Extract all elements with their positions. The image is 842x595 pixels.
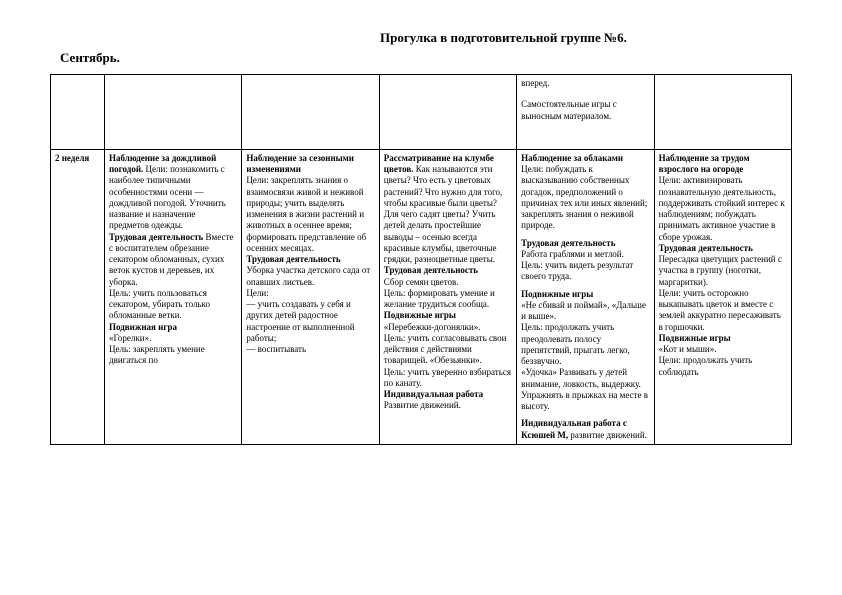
- cell-r2c4: Наблюдение за облаками Цели: побуждать к…: [517, 149, 654, 444]
- cell-prev-5: [654, 75, 791, 150]
- text: Цели: закреплять знания о взаимосвязи жи…: [246, 175, 374, 254]
- text: Цель: продолжать учить преодолевать поло…: [521, 322, 649, 367]
- text: «Перебежки-догонялки».: [384, 322, 512, 333]
- cell-r2c3: Рассматривание на клумбе цветов. Как наз…: [379, 149, 516, 444]
- text: Развитие движений.: [384, 400, 512, 411]
- text: Работа граблями и метлой.: [521, 249, 649, 260]
- table-row: 2 неделя Наблюдение за дождливой погодой…: [51, 149, 792, 444]
- heading: Подвижная игра: [109, 322, 237, 333]
- heading: Подвижные игры: [521, 289, 649, 300]
- text: Цели: активизировать познавательную деят…: [659, 175, 787, 243]
- cell-week-prev: [51, 75, 105, 150]
- heading: Индивидуальная работа с Ксюшей М, развит…: [521, 418, 649, 441]
- cell-r2c1: Наблюдение за дождливой погодой. Цели: п…: [105, 149, 242, 444]
- heading: Наблюдение за облаками: [521, 153, 649, 164]
- cell-r2c5: Наблюдение за трудом взрослого на огород…: [654, 149, 791, 444]
- heading: Подвижные игры: [384, 310, 512, 321]
- heading: Трудовая деятельность: [521, 238, 649, 249]
- text: Цель: учить видеть результат своего труд…: [521, 260, 649, 283]
- text: Цели:: [246, 288, 374, 299]
- text: Трудовая деятельность Вместе с воспитате…: [109, 232, 237, 288]
- text: Уборка участка детского сада от опавших …: [246, 265, 374, 288]
- text: вперед.: [521, 78, 649, 89]
- text: Как называются эти цветы? Что есть у цве…: [384, 164, 503, 264]
- text: — учить создавать у себя и других детей …: [246, 299, 374, 344]
- text: Цели: учить осторожно выкапывать цветок …: [659, 288, 787, 333]
- cell-prev-1: [105, 75, 242, 150]
- heading: Подвижные игры: [659, 333, 787, 344]
- text: «Не сбивай и поймай», «Дальше и выше».: [521, 300, 649, 323]
- text: Сбор семян цветов.: [384, 277, 512, 288]
- cell-prev-3: [379, 75, 516, 150]
- heading: Индивидуальная работа: [384, 389, 512, 400]
- text: Цель: формировать умение и желание труди…: [384, 288, 512, 311]
- text: Цель: учить уверенно взбираться по канат…: [384, 367, 512, 390]
- text: Пересадка цветущих растений с участка в …: [659, 254, 787, 288]
- heading: Трудовая деятельность: [384, 265, 512, 276]
- text: Самостоятельные игры с выносным материал…: [521, 99, 649, 122]
- text: Цель: учить пользоваться секатором, убир…: [109, 288, 237, 322]
- text: «Удочка» Развивать у детей внимание, лов…: [521, 367, 649, 412]
- cell-week-label: 2 неделя: [51, 149, 105, 444]
- cell-r2c2: Наблюдение за сезонными изменениями Цели…: [242, 149, 379, 444]
- text: Цели: побуждать к высказыванию собственн…: [521, 164, 649, 232]
- heading: Трудовая деятельность: [659, 243, 787, 254]
- cell-prev-4: вперед. Самостоятельные игры с выносным …: [517, 75, 654, 150]
- heading: Трудовая деятельность: [246, 254, 374, 265]
- page-title: Прогулка в подготовительной группе №6.: [50, 30, 792, 46]
- text: «Горелки».: [109, 333, 237, 344]
- text: Цель: учить согласовывать свои действия …: [384, 333, 512, 367]
- cell-prev-2: [242, 75, 379, 150]
- text: Цель: закреплять умение двигаться по: [109, 344, 237, 367]
- table-row: вперед. Самостоятельные игры с выносным …: [51, 75, 792, 150]
- text: — воспитывать: [246, 344, 374, 355]
- text: Цели: продолжать учить соблюдать: [659, 355, 787, 378]
- heading: Наблюдение за сезонными изменениями: [246, 153, 374, 176]
- text: «Кот и мыши».: [659, 344, 787, 355]
- heading: Наблюдение за трудом взрослого на огород…: [659, 153, 787, 176]
- plan-table: вперед. Самостоятельные игры с выносным …: [50, 74, 792, 445]
- page-month: Сентябрь.: [50, 50, 792, 66]
